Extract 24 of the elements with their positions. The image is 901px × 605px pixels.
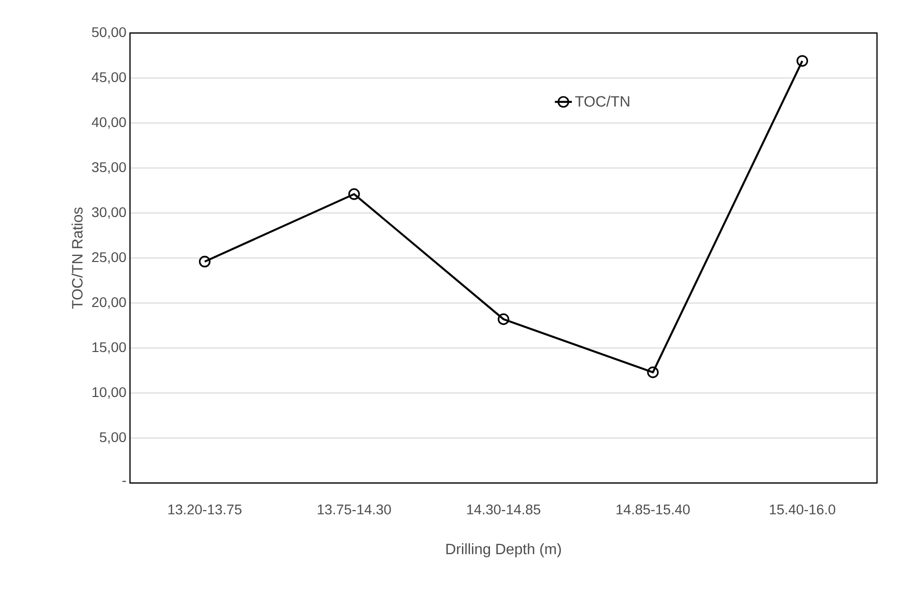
x-tick-label: 15.40-16.0 (770, 504, 836, 514)
x-tick-label: 14.30-14.85 (467, 504, 540, 514)
point (647, 366, 659, 378)
y-tick-label: 25,00 (92, 252, 126, 264)
y-tick-label: 15,00 (92, 342, 126, 354)
x-tick-label: 13.75-14.30 (318, 504, 391, 514)
y-tick-label: 5,00 (100, 432, 126, 444)
y-tick-label: 45,00 (92, 72, 126, 84)
y-tick-label: 10,00 (92, 387, 126, 399)
y-tick-label: 35,00 (92, 162, 126, 174)
x-tick-label: 13.20-13.75 (168, 504, 242, 514)
point (498, 313, 510, 325)
y-tick-label: - (122, 480, 126, 482)
y-tick-label: 50,00 (92, 27, 126, 39)
legend-label: TOC/TN (575, 96, 630, 107)
point (796, 55, 808, 67)
y-axis-title: TOC/TN Ratios (72, 207, 83, 309)
x-axis-title: Drilling Depth (m) (446, 543, 561, 558)
y-tick-label: 30,00 (92, 207, 126, 219)
point (348, 188, 360, 200)
point (198, 256, 211, 268)
y-tick-label: 20,00 (92, 297, 126, 309)
y-tick-label: 40,00 (92, 117, 126, 129)
x-tick-label: 14.85-15.40 (616, 504, 690, 514)
